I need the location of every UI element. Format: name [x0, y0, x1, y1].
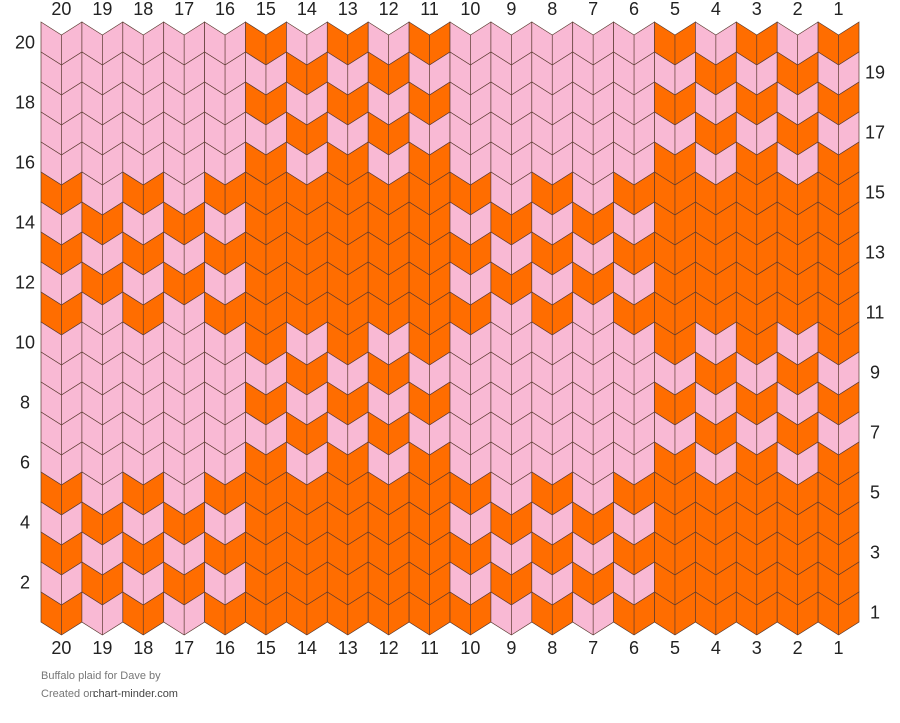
column-label-bottom: 6: [629, 638, 639, 658]
column-label-top: 2: [793, 0, 803, 19]
footer-created: Created on: [41, 688, 95, 700]
column-label-top: 19: [92, 0, 112, 19]
footer-site[interactable]: chart-minder.com: [93, 688, 178, 700]
column-label-bottom: 10: [460, 638, 480, 658]
row-label: 6: [20, 452, 30, 472]
column-label-bottom: 20: [51, 638, 71, 658]
column-label-top: 14: [297, 0, 317, 19]
column-label-top: 6: [629, 0, 639, 19]
column-label-top: 12: [379, 0, 399, 19]
column-label-top: 9: [506, 0, 516, 19]
column-label-top: 13: [338, 0, 358, 19]
row-label: 9: [870, 362, 880, 382]
column-label-bottom: 17: [174, 638, 194, 658]
column-label-bottom: 12: [379, 638, 399, 658]
column-label-top: 15: [256, 0, 276, 19]
row-label: 11: [866, 302, 885, 322]
column-label-bottom: 7: [588, 638, 598, 658]
column-label-bottom: 16: [215, 638, 235, 658]
row-label: 3: [870, 542, 880, 562]
column-label-bottom: 18: [133, 638, 153, 658]
column-label-bottom: 19: [92, 638, 112, 658]
column-label-top: 17: [174, 0, 194, 19]
row-label: 5: [870, 482, 880, 502]
column-label-bottom: 3: [752, 638, 762, 658]
row-label: 8: [20, 392, 30, 412]
column-label-top: 10: [460, 0, 480, 19]
column-label-bottom: 8: [547, 638, 557, 658]
row-label: 1: [870, 602, 880, 622]
column-label-top: 11: [420, 0, 439, 19]
column-label-top: 18: [133, 0, 153, 19]
row-label: 17: [865, 122, 885, 142]
column-label-top: 3: [752, 0, 762, 19]
column-label-top: 20: [51, 0, 71, 19]
column-label-bottom: 5: [670, 638, 680, 658]
column-label-bottom: 14: [297, 638, 317, 658]
row-label: 4: [20, 512, 30, 532]
column-label-top: 1: [834, 0, 844, 19]
row-label: 14: [15, 212, 35, 232]
column-label-top: 16: [215, 0, 235, 19]
row-label: 2: [20, 572, 30, 592]
footer-title: Buffalo plaid for Dave by: [41, 670, 161, 682]
row-label: 13: [865, 242, 885, 262]
column-label-bottom: 2: [793, 638, 803, 658]
row-label: 15: [865, 182, 885, 202]
column-label-top: 5: [670, 0, 680, 19]
column-label-bottom: 9: [506, 638, 516, 658]
column-label-bottom: 15: [256, 638, 276, 658]
row-label: 10: [15, 332, 35, 352]
row-label: 12: [15, 272, 35, 292]
row-label: 19: [865, 62, 885, 82]
row-label: 16: [15, 152, 35, 172]
row-label: 18: [15, 92, 35, 112]
column-label-top: 8: [547, 0, 557, 19]
column-label-top: 4: [711, 0, 721, 19]
column-label-bottom: 4: [711, 638, 721, 658]
row-label: 7: [870, 422, 880, 442]
column-label-bottom: 13: [338, 638, 358, 658]
column-label-bottom: 1: [834, 638, 844, 658]
column-label-top: 7: [588, 0, 598, 19]
row-label: 20: [15, 32, 35, 52]
column-label-bottom: 11: [420, 638, 439, 658]
